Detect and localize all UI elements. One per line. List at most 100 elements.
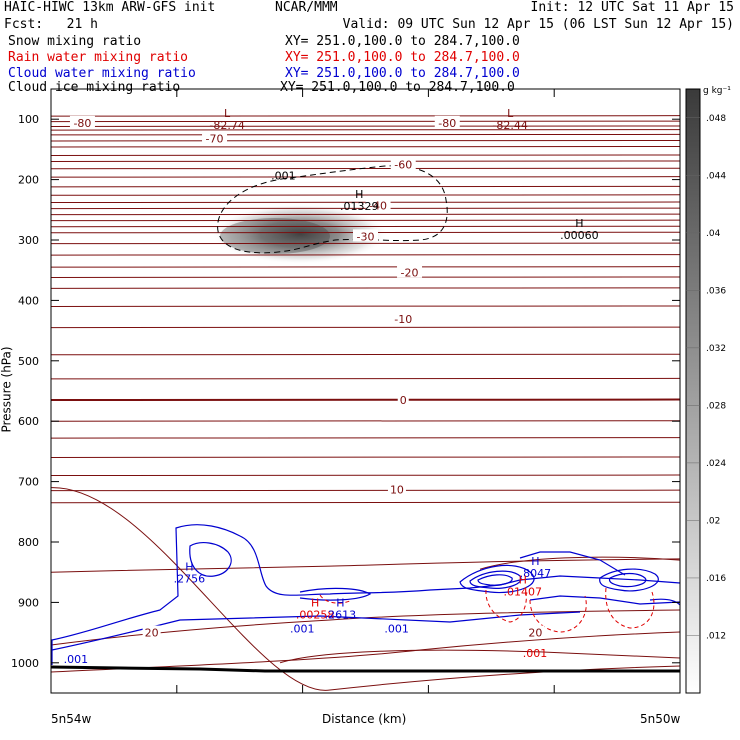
y-tick-label: 1000 xyxy=(11,657,39,670)
cloud-water-contours xyxy=(51,524,680,665)
colorbar-tick-label: .044 xyxy=(706,171,726,181)
isotherm-label: -10 xyxy=(394,313,412,326)
contour-label: .001 xyxy=(290,623,315,636)
snow-shading-core xyxy=(220,218,330,254)
init-time: Init: 12 UTC Sat 11 Apr 15 xyxy=(530,0,735,15)
x-end-label: 5n50w xyxy=(640,712,681,726)
valid-time: Valid: 09 UTC Sun 12 Apr 15 (06 LST Sun … xyxy=(342,17,734,32)
colorbar-tick-label: .024 xyxy=(706,459,726,469)
isotherm-line xyxy=(51,129,680,131)
source-label: NCAR/MMM xyxy=(275,0,338,15)
extremum-marker: H xyxy=(575,217,583,230)
field-name-snow: Snow mixing ratio xyxy=(8,34,142,49)
isotherm-label: 20 xyxy=(145,627,159,640)
isotherm-label-bg xyxy=(397,393,409,406)
isotherm-line xyxy=(51,558,680,573)
isotherm-line xyxy=(51,176,680,178)
isotherm-line xyxy=(51,154,680,157)
extremum-marker: H xyxy=(355,188,363,201)
isotherm-label: -80 xyxy=(438,117,456,130)
isotherm-line xyxy=(51,145,680,148)
isotherm-line xyxy=(51,231,680,234)
isotherm-line xyxy=(51,115,680,117)
colorbar-tick-label: .012 xyxy=(706,631,726,641)
colorbar-tick-label: .04 xyxy=(706,229,721,239)
extremum-value: -82.74 xyxy=(209,119,244,132)
extremum-marker: H xyxy=(311,596,319,609)
y-tick-label: 100 xyxy=(18,113,39,126)
extremum-marker: H xyxy=(185,561,193,574)
contour-label: .001 xyxy=(64,653,89,666)
isotherm-line xyxy=(51,489,680,492)
colorbar xyxy=(685,88,701,694)
isotherm-line xyxy=(51,254,680,256)
isotherm-label-bg xyxy=(390,157,416,170)
isotherm-label: -60 xyxy=(394,159,412,172)
y-tick-label: 800 xyxy=(18,536,39,549)
field-xy-rain: XY= 251.0,100.0 to 284.7,100.0 xyxy=(285,50,520,65)
y-tick-label: 700 xyxy=(18,476,39,489)
isotherm-label-bg xyxy=(202,131,228,144)
isotherm-label-bg xyxy=(365,198,391,211)
isotherm-label-bg xyxy=(387,482,406,495)
isotherm-label-bg xyxy=(397,265,423,278)
contour-label: .001 xyxy=(384,623,409,636)
isotherm-label-bg xyxy=(353,229,378,242)
extremum-marker: L xyxy=(224,107,231,120)
colorbar-tick-label: .028 xyxy=(706,401,726,411)
colorbar-tick-label: .036 xyxy=(706,286,726,296)
forecast-hour: Fcst: 21 h xyxy=(4,17,98,32)
isotherm-label: -40 xyxy=(369,200,387,213)
extremum-marker: H xyxy=(531,555,539,568)
extremum-marker: L xyxy=(507,107,514,120)
isotherm-line xyxy=(51,276,680,279)
isotherm-line xyxy=(51,326,680,329)
isotherm-label-bg xyxy=(69,115,95,128)
isotherm-line xyxy=(51,213,680,216)
isotherm-line xyxy=(51,201,680,204)
isotherm-line xyxy=(51,139,680,142)
contour-label: .001 xyxy=(523,647,548,660)
isotherm-line xyxy=(51,160,680,163)
isotherm-line xyxy=(51,225,680,228)
extremum-value: .01407 xyxy=(504,585,543,598)
isotherm-line xyxy=(51,474,680,477)
field-name-rain: Rain water mixing ratio xyxy=(8,50,189,65)
snow-contour-001 xyxy=(217,165,448,254)
y-tick-label: 200 xyxy=(18,174,39,187)
colorbar-tick-label: .016 xyxy=(706,574,726,584)
extremum-value: .2613 xyxy=(325,608,357,621)
isotherm-line xyxy=(51,501,680,504)
isotherm-label: 10 xyxy=(390,483,404,496)
isotherm-label-bg xyxy=(526,625,545,638)
isotherm-line xyxy=(51,133,680,136)
isotherm-line xyxy=(51,377,680,380)
contour-label: .001 xyxy=(271,170,296,183)
y-tick-label: 300 xyxy=(18,234,39,247)
extremum-marker: H xyxy=(336,596,344,609)
isotherm-line xyxy=(51,120,680,123)
isotherm-line xyxy=(51,167,680,170)
field-xy-cloud-ice: XY= 251.0,100.0 to 284.7,100.0 xyxy=(280,80,515,95)
extremum-value: .8047 xyxy=(520,567,552,580)
field-name-cloud-ice: Cloud ice mixing ratio xyxy=(8,80,181,95)
isotherm-line xyxy=(51,487,680,691)
field-xy-snow: XY= 251.0,100.0 to 284.7,100.0 xyxy=(285,34,520,49)
colorbar-tick-label: .02 xyxy=(706,516,720,526)
extremum-value: .00060 xyxy=(560,229,599,242)
colorbar-tick-label: .032 xyxy=(706,344,726,354)
isotherm-line xyxy=(51,437,680,439)
x-axis-label: Distance (km) xyxy=(322,712,407,726)
isotherm-line xyxy=(51,353,680,356)
isotherm-label: -70 xyxy=(206,133,224,146)
isotherm-line xyxy=(51,305,680,308)
colorbar-tick-label: .048 xyxy=(706,114,726,124)
isotherm-line xyxy=(51,185,680,188)
y-axis-label: Pressure (hPa) xyxy=(0,346,14,433)
isotherm-line xyxy=(51,125,680,128)
isotherm-line xyxy=(51,456,680,459)
isotherm-line xyxy=(51,420,680,422)
isotherm-label: -20 xyxy=(401,267,419,280)
extremum-value: .2756 xyxy=(174,573,206,586)
